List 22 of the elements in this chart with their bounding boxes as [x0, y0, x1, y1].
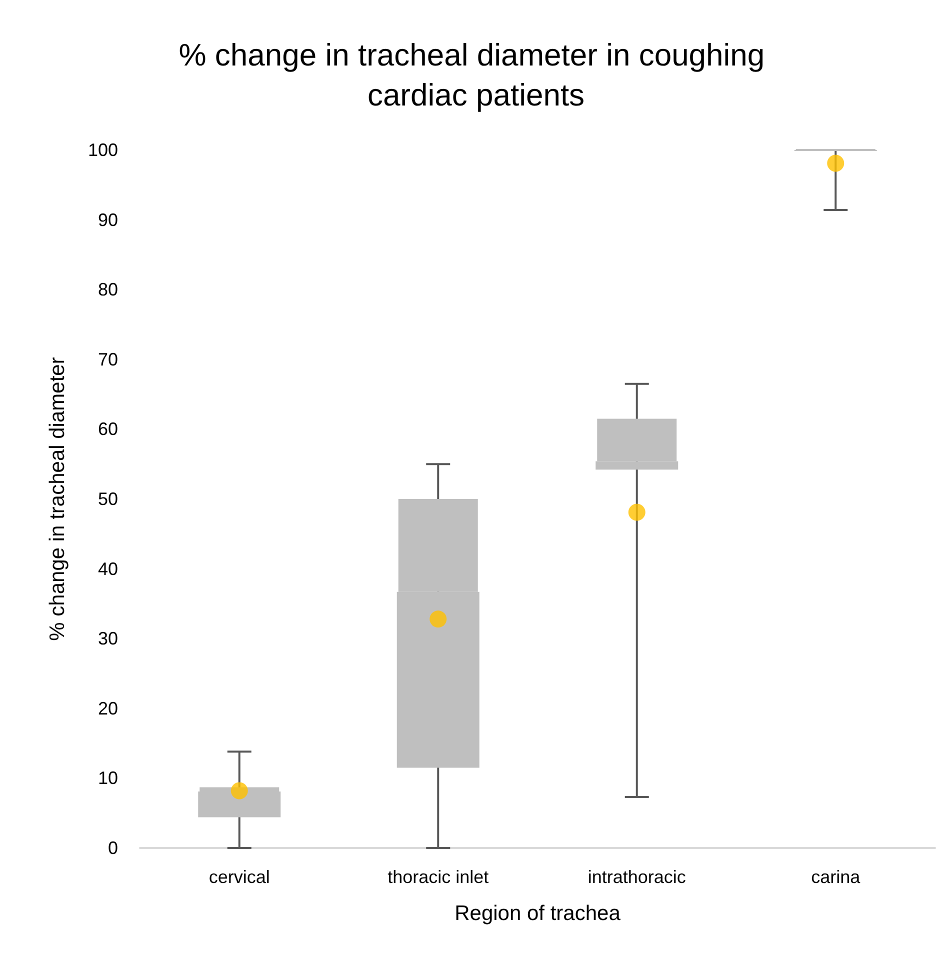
x-tick-label: thoracic inlet [388, 867, 489, 887]
x-tick-label: cervical [208, 867, 270, 887]
y-tick-label: 40 [98, 558, 118, 579]
point [230, 782, 248, 800]
y-tick-label: 100 [88, 140, 118, 160]
point [430, 610, 447, 628]
y-tick-label: 0 [108, 838, 118, 858]
x-tick-label: carina [811, 867, 862, 887]
y-tick-label: 60 [98, 419, 118, 440]
chart-title: % change in tracheal diameter in coughing cardiac patients [178, 38, 774, 112]
y-axis-title: % change in tracheal diameter [46, 357, 69, 641]
point [827, 154, 844, 172]
y-tick-label: 50 [98, 489, 118, 509]
y-tick-label: 10 [98, 768, 118, 788]
y-tick-label: 30 [98, 628, 118, 649]
y-tick-label: 80 [98, 280, 118, 300]
y-tick-label: 70 [98, 349, 118, 370]
x-axis-title: Region of trachea [454, 902, 621, 925]
y-tick-label: 20 [98, 698, 118, 718]
y-tick-label: 90 [98, 210, 118, 230]
point [628, 504, 646, 521]
x-tick-label: intrathoracic [588, 867, 686, 887]
